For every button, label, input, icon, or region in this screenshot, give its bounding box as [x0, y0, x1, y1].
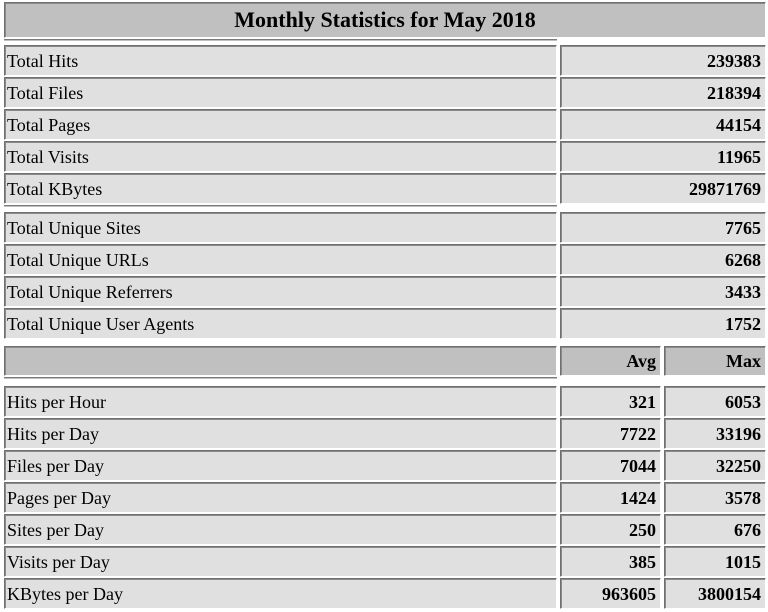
total-hits-value: 239383 [560, 45, 766, 76]
unique-urls-value: 6268 [560, 244, 766, 275]
unique-referrers-label: Total Unique Referrers [4, 276, 557, 307]
hits-per-hour-max: 6053 [664, 386, 766, 417]
max-column-header: Max [664, 346, 766, 376]
total-pages-value: 44154 [560, 109, 766, 140]
pages-per-day-avg: 1424 [560, 482, 661, 513]
hits-per-day-label: Hits per Day [4, 418, 557, 449]
rates-header-blank [4, 346, 557, 376]
section-divider [4, 205, 557, 208]
sites-per-day-label: Sites per Day [4, 514, 557, 545]
total-kbytes-label: Total KBytes [4, 173, 557, 204]
pages-per-day-max: 3578 [664, 482, 766, 513]
total-files-label: Total Files [4, 77, 557, 108]
visits-per-day-max: 1015 [664, 546, 766, 577]
total-visits-label: Total Visits [4, 141, 557, 172]
hits-per-hour-label: Hits per Hour [4, 386, 557, 417]
kbytes-per-day-max: 3800154 [664, 578, 766, 609]
files-per-day-label: Files per Day [4, 450, 557, 481]
total-visits-value: 11965 [560, 141, 766, 172]
unique-referrers-value: 3433 [560, 276, 766, 307]
sites-per-day-avg: 250 [560, 514, 661, 545]
kbytes-per-day-label: KBytes per Day [4, 578, 557, 609]
files-per-day-avg: 7044 [560, 450, 661, 481]
files-per-day-max: 32250 [664, 450, 766, 481]
total-files-value: 218394 [560, 77, 766, 108]
pages-per-day-label: Pages per Day [4, 482, 557, 513]
section-divider [4, 39, 557, 42]
unique-urls-label: Total Unique URLs [4, 244, 557, 275]
visits-per-day-avg: 385 [560, 546, 661, 577]
total-hits-label: Total Hits [4, 45, 557, 76]
kbytes-per-day-avg: 963605 [560, 578, 661, 609]
unique-user-agents-value: 1752 [560, 308, 766, 339]
unique-sites-label: Total Unique Sites [4, 212, 557, 243]
hits-per-day-avg: 7722 [560, 418, 661, 449]
hits-per-day-max: 33196 [664, 418, 766, 449]
hits-per-hour-avg: 321 [560, 386, 661, 417]
unique-user-agents-label: Total Unique User Agents [4, 308, 557, 339]
section-divider [4, 377, 557, 380]
visits-per-day-label: Visits per Day [4, 546, 557, 577]
total-pages-label: Total Pages [4, 109, 557, 140]
unique-sites-value: 7765 [560, 212, 766, 243]
page-title: Monthly Statistics for May 2018 [4, 2, 766, 38]
avg-column-header: Avg [560, 346, 661, 376]
sites-per-day-max: 676 [664, 514, 766, 545]
total-kbytes-value: 29871769 [560, 173, 766, 204]
